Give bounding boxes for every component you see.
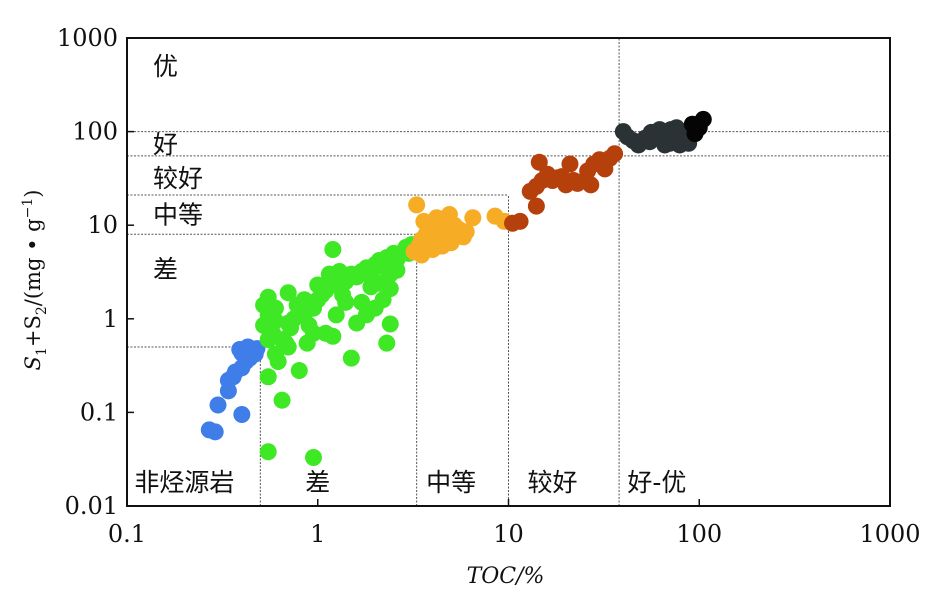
y-label-s1: S bbox=[21, 356, 45, 370]
x-class-label: 差 bbox=[305, 468, 330, 497]
y-class-label: 中等 bbox=[153, 201, 203, 230]
y-label-s2-subscript: 2 bbox=[34, 306, 50, 315]
y-tick-label: 100 bbox=[72, 118, 118, 146]
data-point bbox=[320, 265, 338, 283]
x-axis-label: TOC/% bbox=[467, 564, 545, 589]
y-label-close: ) bbox=[21, 190, 45, 198]
data-point bbox=[527, 197, 545, 215]
data-point bbox=[288, 296, 306, 314]
y-tick-label: 10 bbox=[87, 211, 118, 239]
x-tick-label: 1000 bbox=[859, 520, 920, 548]
data-point bbox=[309, 276, 327, 294]
data-point bbox=[259, 443, 277, 461]
x-tick-label: 0.1 bbox=[108, 520, 146, 548]
data-point bbox=[337, 293, 355, 311]
y-tick-label: 0.1 bbox=[80, 398, 118, 426]
y-tick-label: 1000 bbox=[57, 24, 118, 52]
y-class-label: 好 bbox=[153, 130, 178, 159]
data-point bbox=[433, 237, 451, 255]
data-point bbox=[327, 306, 345, 324]
data-point bbox=[388, 261, 406, 279]
y-label-exponent: −1 bbox=[20, 198, 36, 219]
data-point bbox=[342, 349, 360, 367]
y-tick-label: 1 bbox=[103, 305, 118, 333]
data-point bbox=[511, 212, 529, 230]
data-point bbox=[415, 212, 433, 230]
data-point bbox=[588, 154, 606, 172]
data-point bbox=[290, 362, 308, 380]
data-point bbox=[683, 115, 701, 133]
data-point bbox=[408, 196, 426, 214]
y-label-plus-s: +S bbox=[21, 315, 45, 347]
data-point bbox=[464, 209, 482, 227]
data-point bbox=[561, 155, 579, 173]
data-point bbox=[266, 312, 284, 330]
data-point bbox=[662, 121, 680, 139]
data-point bbox=[300, 316, 318, 334]
data-point bbox=[606, 145, 624, 163]
data-point bbox=[298, 334, 316, 352]
data-point bbox=[656, 136, 674, 154]
y-axis-label: S1+S2/(mg • g−1) bbox=[20, 190, 50, 371]
y-class-label: 较好 bbox=[153, 164, 203, 193]
x-tick-label: 1 bbox=[310, 520, 325, 548]
data-point bbox=[381, 280, 399, 298]
data-point bbox=[530, 153, 548, 171]
data-points bbox=[200, 110, 712, 466]
data-point bbox=[305, 448, 323, 466]
x-class-label: 好-优 bbox=[627, 468, 686, 497]
data-point bbox=[565, 172, 583, 190]
data-point bbox=[206, 423, 224, 441]
data-point bbox=[362, 278, 380, 296]
data-point bbox=[246, 345, 264, 363]
data-point bbox=[279, 338, 297, 356]
data-point bbox=[224, 368, 242, 386]
data-point bbox=[209, 396, 227, 414]
x-tick-label: 10 bbox=[493, 520, 524, 548]
x-tick-label: 100 bbox=[676, 520, 722, 548]
data-point bbox=[273, 391, 291, 409]
data-point bbox=[324, 241, 342, 259]
y-class-label: 优 bbox=[153, 52, 178, 81]
data-point bbox=[381, 315, 399, 333]
data-point bbox=[582, 176, 600, 194]
x-class-label: 中等 bbox=[426, 468, 476, 497]
data-point bbox=[317, 324, 335, 342]
data-point bbox=[413, 246, 431, 264]
data-point bbox=[269, 352, 287, 370]
y-label-s1-subscript: 1 bbox=[34, 347, 50, 356]
data-point bbox=[279, 284, 297, 302]
data-point bbox=[233, 405, 251, 423]
data-point bbox=[642, 123, 660, 141]
data-point bbox=[378, 334, 396, 352]
data-point bbox=[259, 368, 277, 386]
y-class-label: 差 bbox=[153, 255, 178, 284]
data-point bbox=[366, 299, 384, 317]
y-tick-label: 0.01 bbox=[65, 492, 118, 520]
data-point bbox=[334, 273, 352, 291]
y-label-unit: /(mg • g bbox=[21, 218, 45, 306]
x-class-label: 非烃源岩 bbox=[134, 468, 234, 497]
class-boundary-lines bbox=[127, 38, 890, 506]
data-point bbox=[457, 223, 475, 241]
data-point bbox=[671, 136, 689, 154]
x-class-label: 较好 bbox=[527, 468, 577, 497]
class-labels: 优好较好中等差非烃源岩差中等 较好 好-优 bbox=[134, 52, 686, 497]
data-point bbox=[266, 299, 284, 317]
data-point bbox=[440, 206, 458, 224]
